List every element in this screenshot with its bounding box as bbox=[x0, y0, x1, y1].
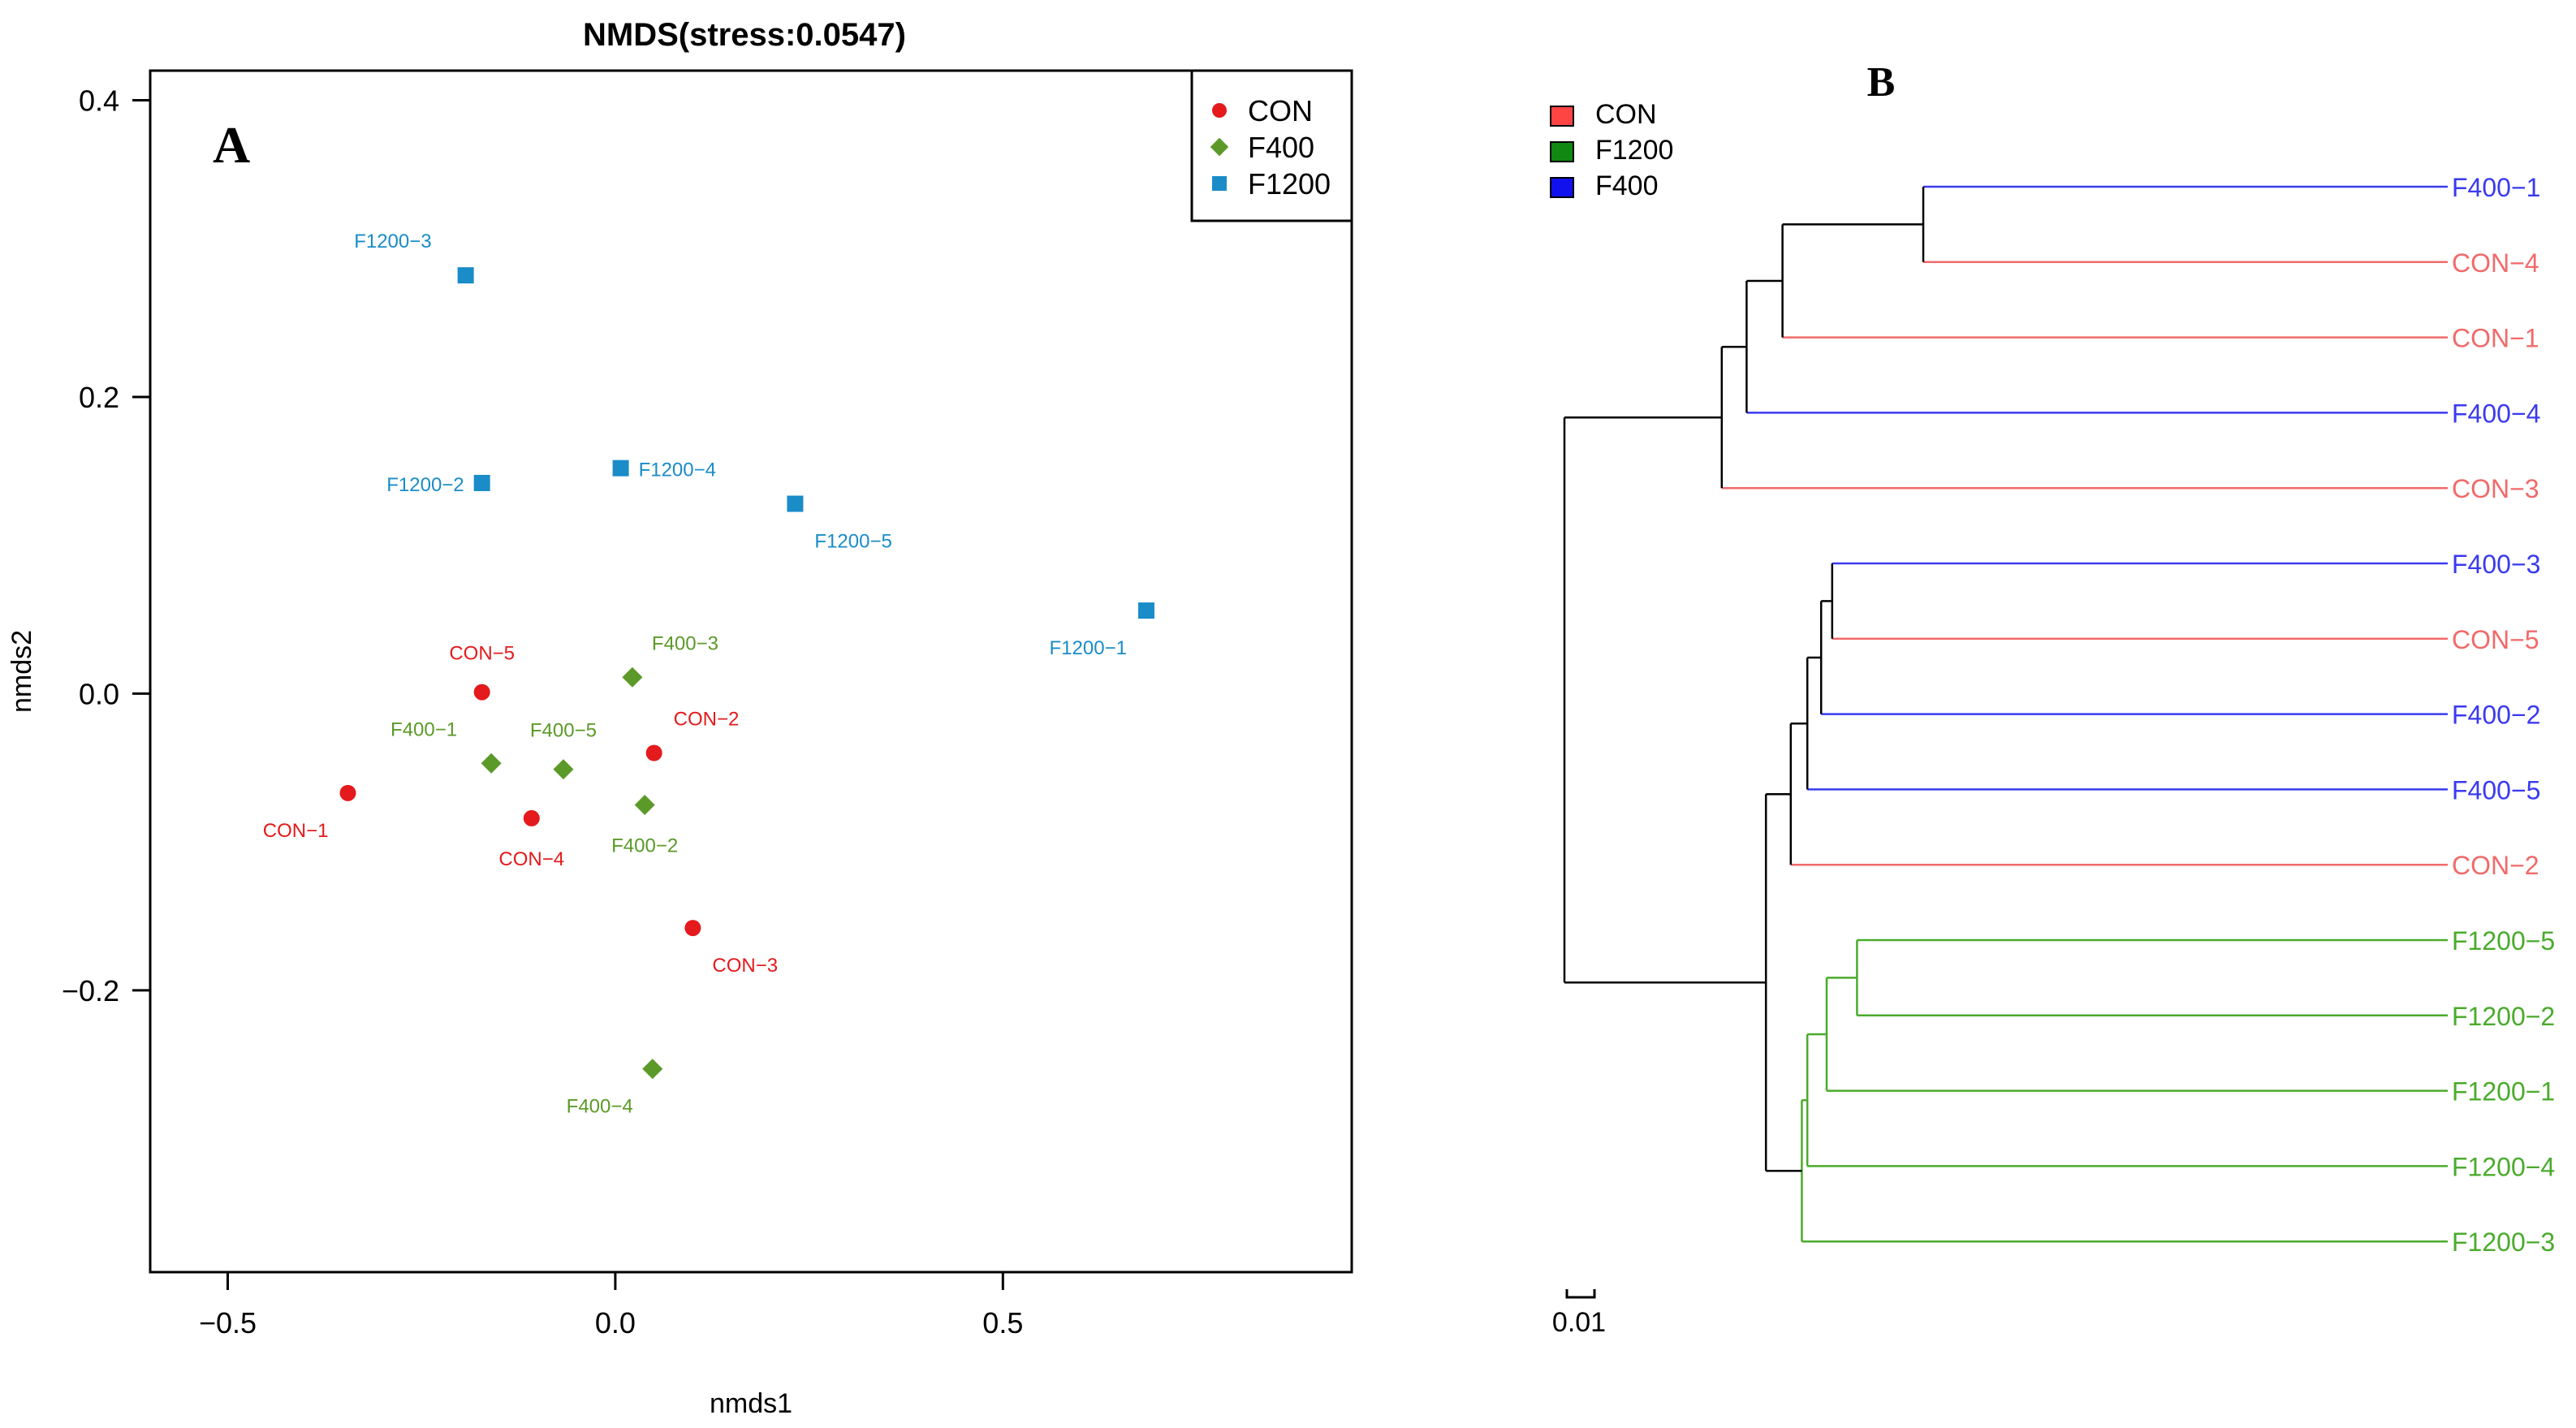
scatter-point bbox=[612, 459, 629, 477]
leaf-label: F400−3 bbox=[2452, 550, 2540, 579]
scatter-point bbox=[634, 794, 655, 815]
point-label: F400−5 bbox=[530, 720, 597, 742]
y-tick-label: 0.2 bbox=[79, 381, 119, 414]
scatter-point bbox=[473, 684, 490, 701]
panel-label-a: A bbox=[213, 116, 250, 174]
scatter-point bbox=[645, 744, 662, 761]
legend-label: F400 bbox=[1595, 170, 1659, 201]
point-label: CON−4 bbox=[498, 848, 564, 870]
x-axis-label: nmds1 bbox=[710, 1388, 792, 1419]
panel-label-b: B bbox=[1867, 59, 1896, 106]
leaf-label: CON−1 bbox=[2452, 324, 2539, 353]
scatter-point bbox=[457, 267, 474, 284]
point-label: CON−3 bbox=[712, 955, 778, 977]
legend-swatch bbox=[1550, 177, 1574, 198]
leaf-label: F400−1 bbox=[2452, 173, 2540, 202]
scatter-point bbox=[1212, 176, 1227, 191]
leaf-label: CON−5 bbox=[2452, 625, 2539, 654]
x-tick-label: −0.5 bbox=[199, 1306, 257, 1340]
leaf-label: F400−4 bbox=[2452, 399, 2540, 428]
leaf-label: CON−4 bbox=[2452, 248, 2539, 278]
point-label: CON−2 bbox=[674, 708, 740, 730]
x-tick-label: 0.0 bbox=[595, 1306, 636, 1340]
y-tick-label: 0.0 bbox=[79, 677, 119, 710]
scale-bar: 0.01 bbox=[1552, 1289, 1606, 1338]
scale-bar-line bbox=[1565, 1289, 1596, 1299]
point-label: F1200−2 bbox=[386, 474, 464, 496]
scatter-points: CON−1 CON−2 CON−3 CON−4 CON−5 F400−1 F400−2 F40… bbox=[263, 231, 1154, 1118]
scatter-point bbox=[1210, 137, 1229, 157]
leaf-label: F400−2 bbox=[2452, 701, 2540, 730]
point-label: F1200−5 bbox=[814, 531, 891, 553]
scatter-point bbox=[1212, 103, 1227, 118]
scatter-point bbox=[787, 495, 804, 512]
legend-label: CON bbox=[1595, 99, 1657, 130]
leaf-label: CON−2 bbox=[2452, 851, 2539, 880]
dendrogram-tree: F400−1 CON−4 CON−1 F400−4 CON−3 F400−3 CON−5 F4… bbox=[1563, 173, 2555, 1257]
point-label: CON−1 bbox=[263, 820, 329, 842]
x-tick-label: 0.5 bbox=[982, 1306, 1023, 1340]
y-axis-label: nmds2 bbox=[6, 630, 37, 713]
legend-label: F400 bbox=[1248, 131, 1314, 164]
scatter-point bbox=[473, 474, 490, 491]
scatter-point bbox=[523, 809, 540, 826]
y-tick-label: 0.4 bbox=[79, 84, 119, 118]
scatter-point bbox=[481, 753, 502, 774]
legend-label: F1200 bbox=[1248, 167, 1331, 201]
point-label: F1200−1 bbox=[1050, 637, 1127, 659]
scatter-point bbox=[622, 667, 643, 688]
point-label: F400−3 bbox=[652, 632, 718, 654]
point-label: CON−5 bbox=[449, 643, 515, 665]
scatter-point bbox=[339, 784, 356, 801]
leaf-label: F1200−3 bbox=[2452, 1227, 2555, 1257]
scatter-point bbox=[553, 759, 574, 780]
legend-frame bbox=[1190, 69, 1353, 222]
scatter-point bbox=[1137, 602, 1154, 619]
point-label: F1200−3 bbox=[354, 231, 431, 252]
legend-label: F1200 bbox=[1595, 135, 1673, 166]
scatter-point bbox=[642, 1059, 663, 1080]
point-label: F1200−4 bbox=[639, 459, 716, 481]
legend-swatch bbox=[1550, 106, 1574, 127]
chart-title: NMDS(stress:0.0547) bbox=[583, 17, 906, 53]
point-label: F400−2 bbox=[611, 835, 678, 856]
plot-frame bbox=[149, 69, 1353, 1274]
point-label: F400−4 bbox=[567, 1096, 633, 1118]
legend-label: CON bbox=[1248, 94, 1313, 127]
dendrogram-panel: B CON F1200 F400 F400−1 CON−4 CON−1 F400−4 CON… bbox=[1550, 59, 2555, 1338]
legend-swatch bbox=[1550, 141, 1574, 162]
leaf-label: CON−3 bbox=[2452, 474, 2539, 503]
dendrogram-legend: CON F1200 F400 bbox=[1550, 99, 1673, 201]
y-tick-label: −0.2 bbox=[62, 974, 119, 1007]
nmds-scatter-panel: NMDS(stress:0.0547) A −0.5 0.0 0.5 −0.2 0.0 0… bbox=[6, 17, 1353, 1419]
leaf-label: F1200−1 bbox=[2452, 1077, 2555, 1107]
point-label: F400−1 bbox=[390, 718, 457, 740]
scale-bar-label: 0.01 bbox=[1552, 1307, 1606, 1338]
leaf-label: F400−5 bbox=[2452, 775, 2540, 805]
leaf-label: F1200−4 bbox=[2452, 1152, 2555, 1181]
scatter-point bbox=[684, 920, 701, 937]
leaf-label: F1200−5 bbox=[2452, 926, 2555, 956]
axes: −0.5 0.0 0.5 −0.2 0.0 0.2 0.4 bbox=[62, 84, 1023, 1340]
leaf-label: F1200−2 bbox=[2452, 1002, 2555, 1031]
